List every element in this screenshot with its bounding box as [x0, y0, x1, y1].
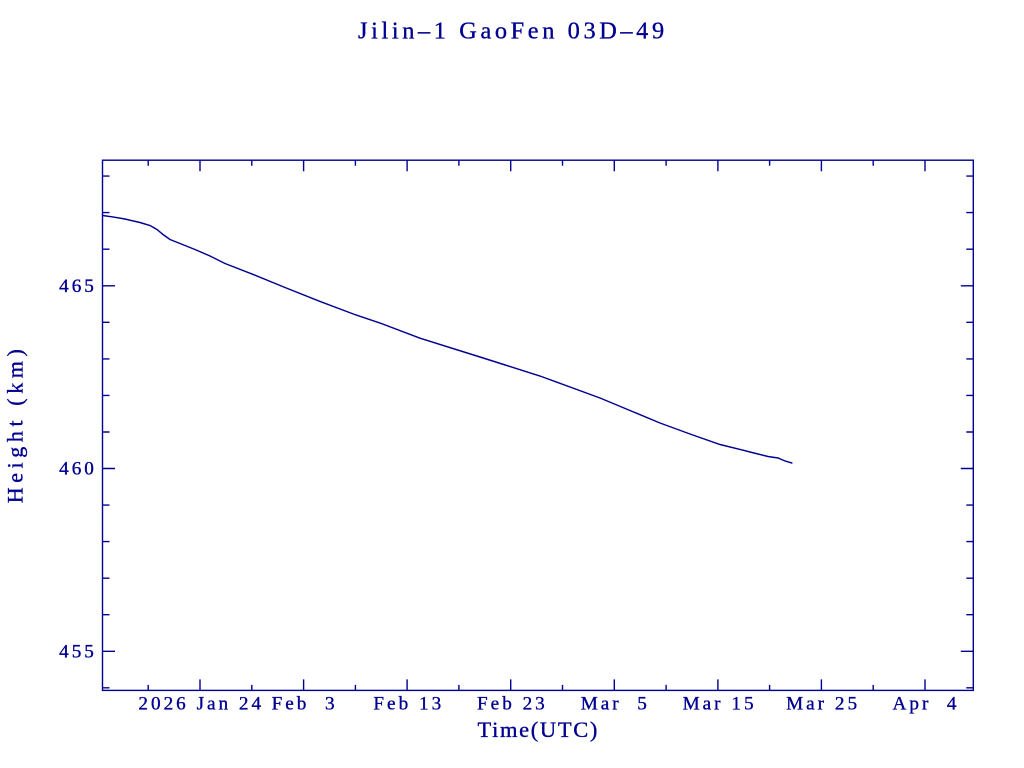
svg-text:2026 Jan 24: 2026 Jan 24 [138, 694, 264, 715]
svg-text:Feb 23: Feb 23 [477, 694, 548, 715]
svg-text:Time(UTC): Time(UTC) [478, 717, 600, 742]
svg-text:455: 455 [59, 641, 97, 662]
svg-text:465: 465 [59, 276, 97, 297]
svg-text:Feb 13: Feb 13 [373, 694, 444, 715]
svg-text:Height (km): Height (km) [3, 345, 28, 504]
svg-text:Apr 4: Apr 4 [893, 694, 960, 715]
svg-text:Mar 25: Mar 25 [786, 694, 860, 715]
svg-text:Mar 5: Mar 5 [581, 694, 650, 715]
svg-text:460: 460 [59, 459, 97, 480]
svg-text:Feb 3: Feb 3 [272, 694, 338, 715]
svg-text:Jilin–1 GaoFen 03D–49: Jilin–1 GaoFen 03D–49 [358, 18, 668, 45]
svg-text:Mar 15: Mar 15 [683, 694, 757, 715]
